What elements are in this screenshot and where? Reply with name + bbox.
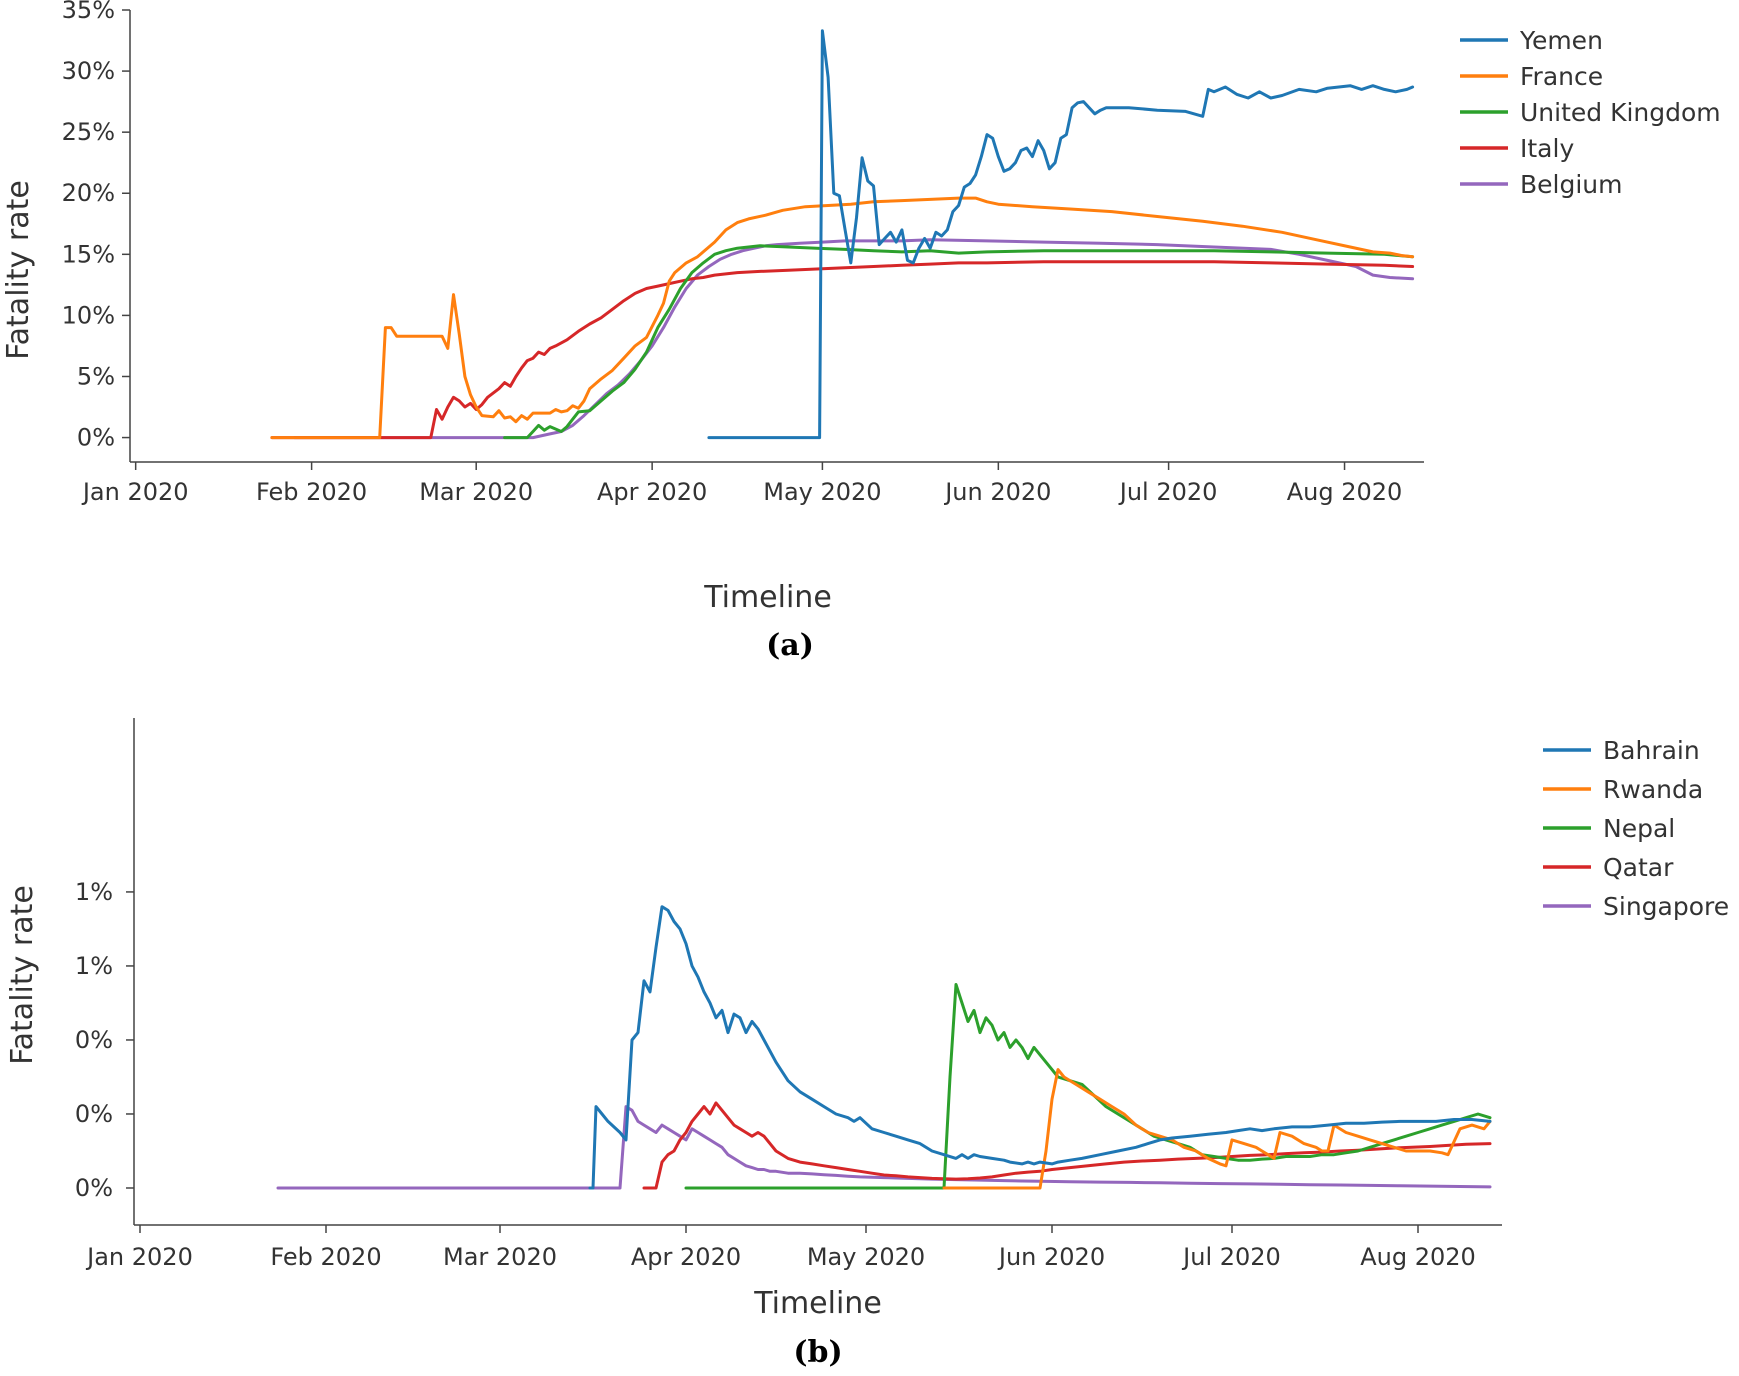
chart-a-xlabel: Timeline xyxy=(703,580,832,615)
chart-a-legend-label-belgium: Belgium xyxy=(1520,170,1623,199)
chart-a-legend-label-france: France xyxy=(1520,62,1603,91)
chart-b-x-tick-label: Jun 2020 xyxy=(997,1243,1105,1271)
chart-b: 0% 0% 0% 1% 1% Jan 2020 Feb 2020 Mar 2020 Apr 20… xyxy=(5,718,1729,1370)
chart-b-caption: (b) xyxy=(793,1335,842,1370)
chart-b-x-tick-label: Mar 2020 xyxy=(443,1243,557,1271)
chart-b-x-tick-label: Aug 2020 xyxy=(1360,1243,1476,1271)
chart-b-xlabel: Timeline xyxy=(753,1286,882,1321)
chart-a-series-united-kingdom xyxy=(503,244,1415,440)
chart-b-axes: 0% 0% 0% 1% 1% Jan 2020 Feb 2020 Mar 2020 Apr 20… xyxy=(75,718,1502,1271)
chart-b-y-tick-label: 1% xyxy=(75,952,113,980)
chart-a-x-tick-label: Jun 2020 xyxy=(943,478,1051,506)
chart-a-legend-label-united-kingdom: United Kingdom xyxy=(1520,98,1721,127)
chart-b-x-tick-label: Apr 2020 xyxy=(631,1243,741,1271)
chart-a-y-tick-label: 5% xyxy=(77,362,115,390)
chart-a-legend-label-italy: Italy xyxy=(1520,134,1574,163)
chart-a-legend: Yemen France United Kingdom Italy Belgium xyxy=(1460,26,1721,199)
chart-b-y-tick-label: 1% xyxy=(75,878,113,906)
chart-b-legend: Bahrain Rwanda Nepal Qatar Singapore xyxy=(1543,736,1729,921)
chart-a-series-belgium xyxy=(293,238,1415,440)
chart-b-x-tick-label: Feb 2020 xyxy=(270,1243,381,1271)
chart-b-x-tick-label: Jan 2020 xyxy=(85,1243,193,1271)
chart-b-legend-label-bahrain: Bahrain xyxy=(1603,736,1700,765)
chart-a: 0% 5% 10% 15% 20% 25% 30% 35% Jan 2020 Feb 2020 Ma… xyxy=(1,0,1721,663)
chart-a-y-tick-label: 30% xyxy=(62,57,115,85)
chart-a-series xyxy=(270,29,1415,440)
chart-b-legend-label-rwanda: Rwanda xyxy=(1603,775,1703,804)
chart-b-series-qatar xyxy=(642,1101,1492,1190)
chart-b-legend-label-nepal: Nepal xyxy=(1603,814,1675,843)
chart-a-y-tick-label: 35% xyxy=(62,0,115,24)
chart-a-x-tick-label: Jan 2020 xyxy=(81,478,189,506)
chart-a-y-tick-label: 25% xyxy=(62,118,115,146)
chart-a-x-tick-label: Apr 2020 xyxy=(597,478,707,506)
chart-b-y-tick-label: 0% xyxy=(75,1100,113,1128)
chart-b-ylabel: Fatality rate xyxy=(5,885,40,1065)
chart-a-x-tick-label: Jul 2020 xyxy=(1118,478,1218,506)
chart-a-y-tick-label: 15% xyxy=(62,240,115,268)
chart-a-y-tick-label: 20% xyxy=(62,179,115,207)
chart-b-series-singapore xyxy=(276,1105,1492,1190)
chart-b-x-tick-label: May 2020 xyxy=(807,1243,925,1271)
chart-a-axes: 0% 5% 10% 15% 20% 25% 30% 35% Jan 2020 Feb 2020 Ma… xyxy=(62,0,1424,506)
chart-a-x-tick-label: Aug 2020 xyxy=(1287,478,1403,506)
chart-b-legend-label-qatar: Qatar xyxy=(1603,853,1674,882)
chart-b-x-tick-label: Jul 2020 xyxy=(1181,1243,1281,1271)
chart-b-series-rwanda xyxy=(942,1068,1492,1190)
chart-b-series xyxy=(276,905,1492,1190)
chart-a-legend-label-yemen: Yemen xyxy=(1519,26,1603,55)
chart-a-series-yemen xyxy=(707,29,1415,440)
chart-a-caption: (a) xyxy=(766,628,814,663)
chart-a-x-tick-label: Mar 2020 xyxy=(419,478,533,506)
chart-b-series-nepal xyxy=(684,983,1492,1190)
chart-a-series-italy xyxy=(270,260,1415,440)
chart-a-x-tick-label: Feb 2020 xyxy=(256,478,367,506)
chart-a-y-tick-label: 0% xyxy=(77,424,115,452)
chart-a-y-tick-label: 10% xyxy=(62,301,115,329)
chart-b-legend-label-singapore: Singapore xyxy=(1603,892,1729,921)
chart-b-y-tick-label: 0% xyxy=(75,1174,113,1202)
chart-a-x-tick-label: May 2020 xyxy=(763,478,881,506)
chart-a-series-france xyxy=(270,196,1415,440)
chart-b-y-tick-label: 0% xyxy=(75,1026,113,1054)
chart-a-ylabel: Fatality rate xyxy=(1,180,36,360)
chart-b-series-bahrain xyxy=(588,905,1492,1190)
